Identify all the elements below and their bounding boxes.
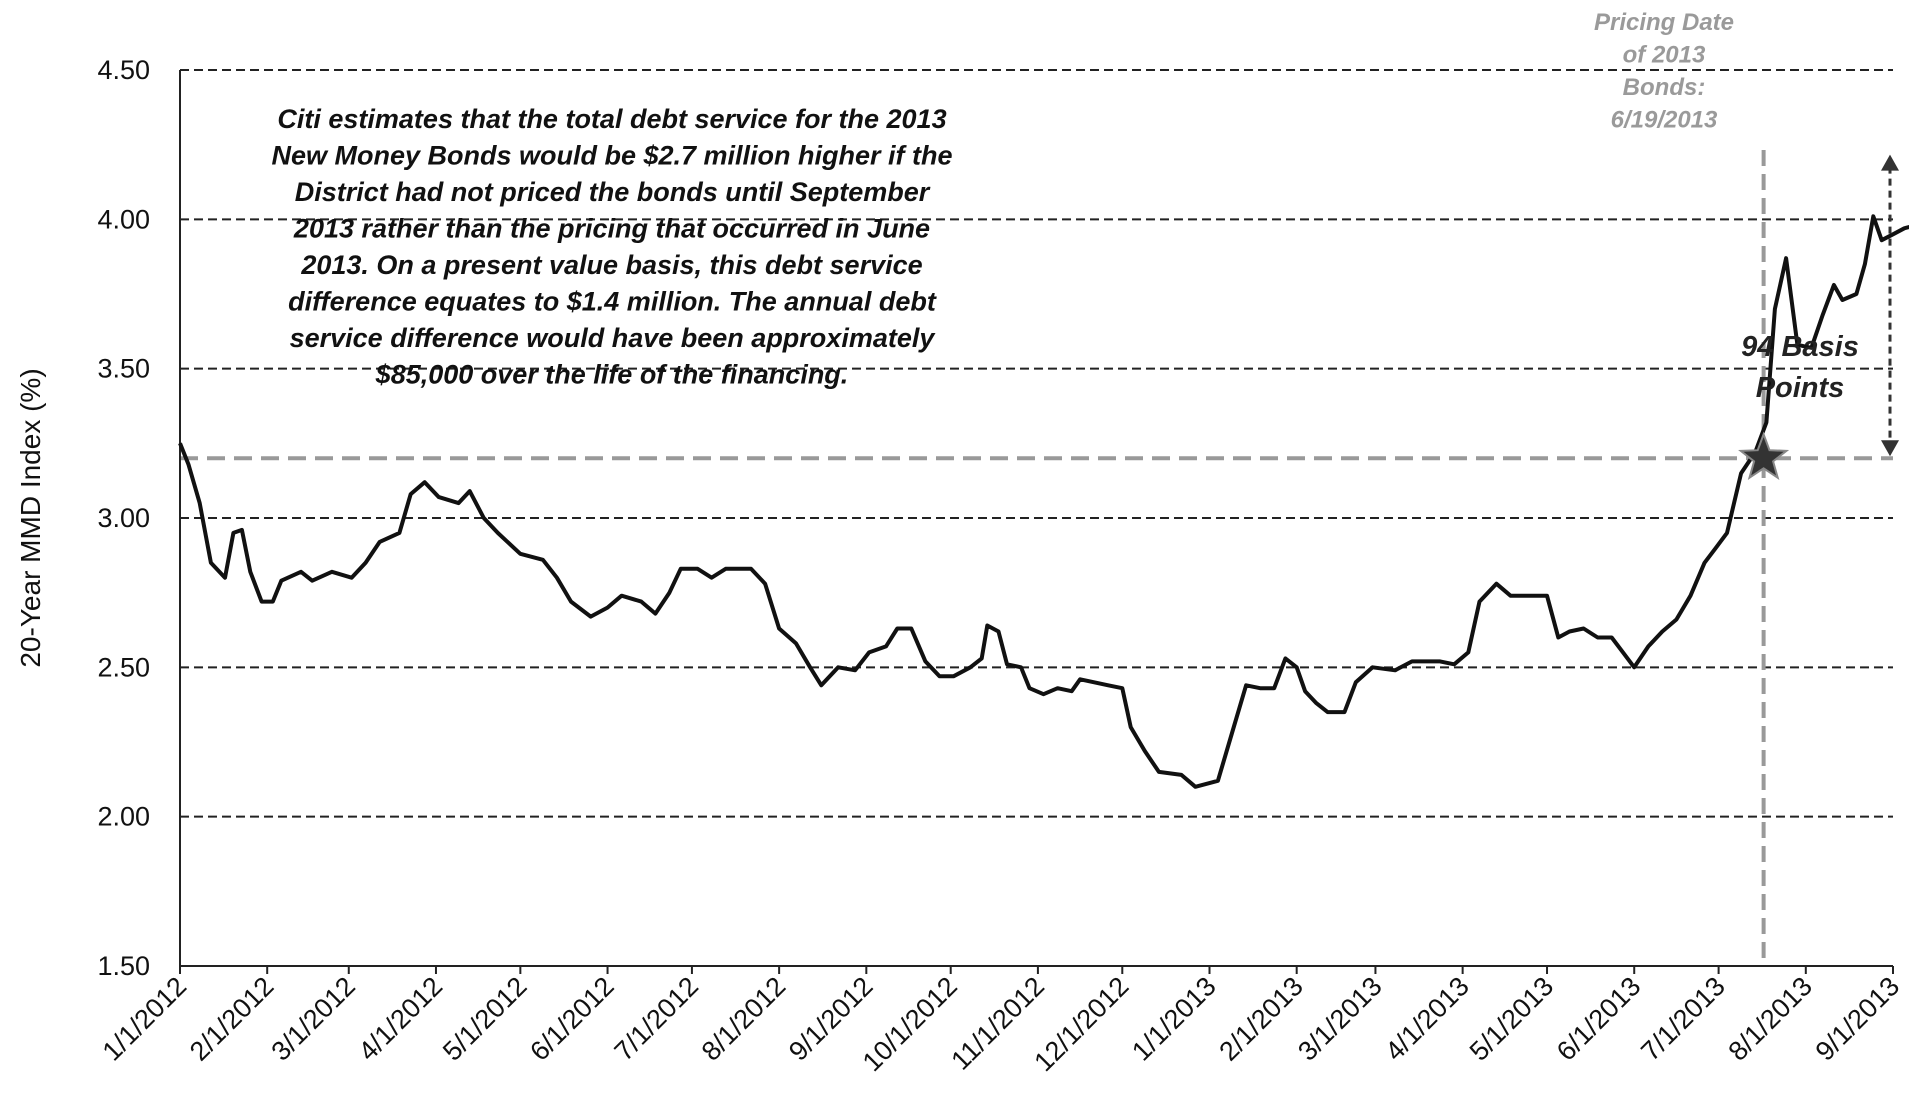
pricing-label-line: Pricing Date bbox=[1594, 9, 1734, 36]
x-tick-label: 3/1/2012 bbox=[265, 971, 361, 1067]
note-line: 2013 rather than the pricing that occurr… bbox=[293, 214, 930, 244]
note-line: difference equates to $1.4 million. The … bbox=[288, 287, 937, 317]
annotation-markers bbox=[1738, 154, 1899, 481]
axes bbox=[179, 70, 1893, 967]
note-line: 2013. On a present value basis, this deb… bbox=[300, 250, 922, 280]
reference-lines bbox=[180, 150, 1893, 966]
x-tick-label: 2/1/2013 bbox=[1213, 971, 1309, 1067]
arrow-head-down bbox=[1881, 440, 1899, 457]
x-tick-label: 3/1/2013 bbox=[1292, 971, 1388, 1067]
series-layer bbox=[178, 214, 1909, 789]
x-tick-label: 8/1/2013 bbox=[1723, 971, 1819, 1067]
x-tick-label: 6/1/2012 bbox=[524, 971, 620, 1067]
basis-points-label: 94 Basis Points bbox=[1741, 331, 1859, 404]
x-tick-label: 9/1/2013 bbox=[1810, 971, 1906, 1067]
pricing-label-line: Bonds: bbox=[1623, 74, 1706, 101]
citi-estimate-note: Citi estimates that the total debt servi… bbox=[271, 104, 952, 390]
mmd-index-line bbox=[178, 214, 1909, 789]
y-tick-label: 1.50 bbox=[97, 951, 150, 981]
pricing-label-line: of 2013 bbox=[1623, 42, 1706, 69]
x-tick-label: 7/1/2012 bbox=[609, 971, 705, 1067]
note-line: District had not priced the bonds until … bbox=[295, 177, 931, 207]
note-line: $85,000 over the life of the financing. bbox=[375, 360, 849, 390]
pricing-star-marker bbox=[1738, 431, 1790, 481]
y-tick-label: 3.00 bbox=[97, 503, 150, 533]
y-tick-label: 2.00 bbox=[97, 802, 150, 832]
x-tick-label: 8/1/2012 bbox=[696, 971, 792, 1067]
x-tick-label: 6/1/2013 bbox=[1551, 971, 1647, 1067]
note-line: Citi estimates that the total debt servi… bbox=[277, 104, 946, 134]
x-tick-labels: 1/1/20122/1/20123/1/20124/1/20125/1/2012… bbox=[97, 966, 1906, 1077]
y-tick-label: 2.50 bbox=[97, 652, 150, 682]
arrow-head-up bbox=[1881, 154, 1899, 171]
gridlines bbox=[180, 69, 1893, 818]
pricing-label-line: 6/19/2013 bbox=[1611, 107, 1718, 134]
x-tick-label: 5/1/2012 bbox=[437, 971, 533, 1067]
note-line: service difference would have been appro… bbox=[290, 323, 937, 353]
x-tick-label: 1/1/2012 bbox=[97, 971, 193, 1067]
y-tick-label: 4.00 bbox=[97, 204, 150, 234]
note-line: New Money Bonds would be $2.7 million hi… bbox=[271, 141, 952, 171]
y-tick-label: 4.50 bbox=[97, 55, 150, 85]
y-axis-label: 20-Year MMD Index (%) bbox=[15, 368, 46, 667]
basis-points-label-line: 94 Basis bbox=[1741, 331, 1859, 363]
pricing-date-label: Pricing Date of 2013 Bonds: 6/19/2013 bbox=[1594, 9, 1734, 134]
x-tick-label: 7/1/2013 bbox=[1635, 971, 1731, 1067]
x-tick-label: 2/1/2012 bbox=[184, 971, 280, 1067]
x-tick-label: 1/1/2013 bbox=[1126, 971, 1222, 1067]
y-tick-label: 3.50 bbox=[97, 354, 150, 384]
x-tick-label: 4/1/2013 bbox=[1379, 971, 1475, 1067]
y-tick-labels: 1.50 2.00 2.50 3.00 3.50 4.00 4.50 bbox=[97, 55, 150, 981]
x-tick-label: 5/1/2013 bbox=[1464, 971, 1560, 1067]
x-tick-label: 4/1/2012 bbox=[353, 971, 449, 1067]
basis-points-label-line: Points bbox=[1756, 372, 1845, 404]
